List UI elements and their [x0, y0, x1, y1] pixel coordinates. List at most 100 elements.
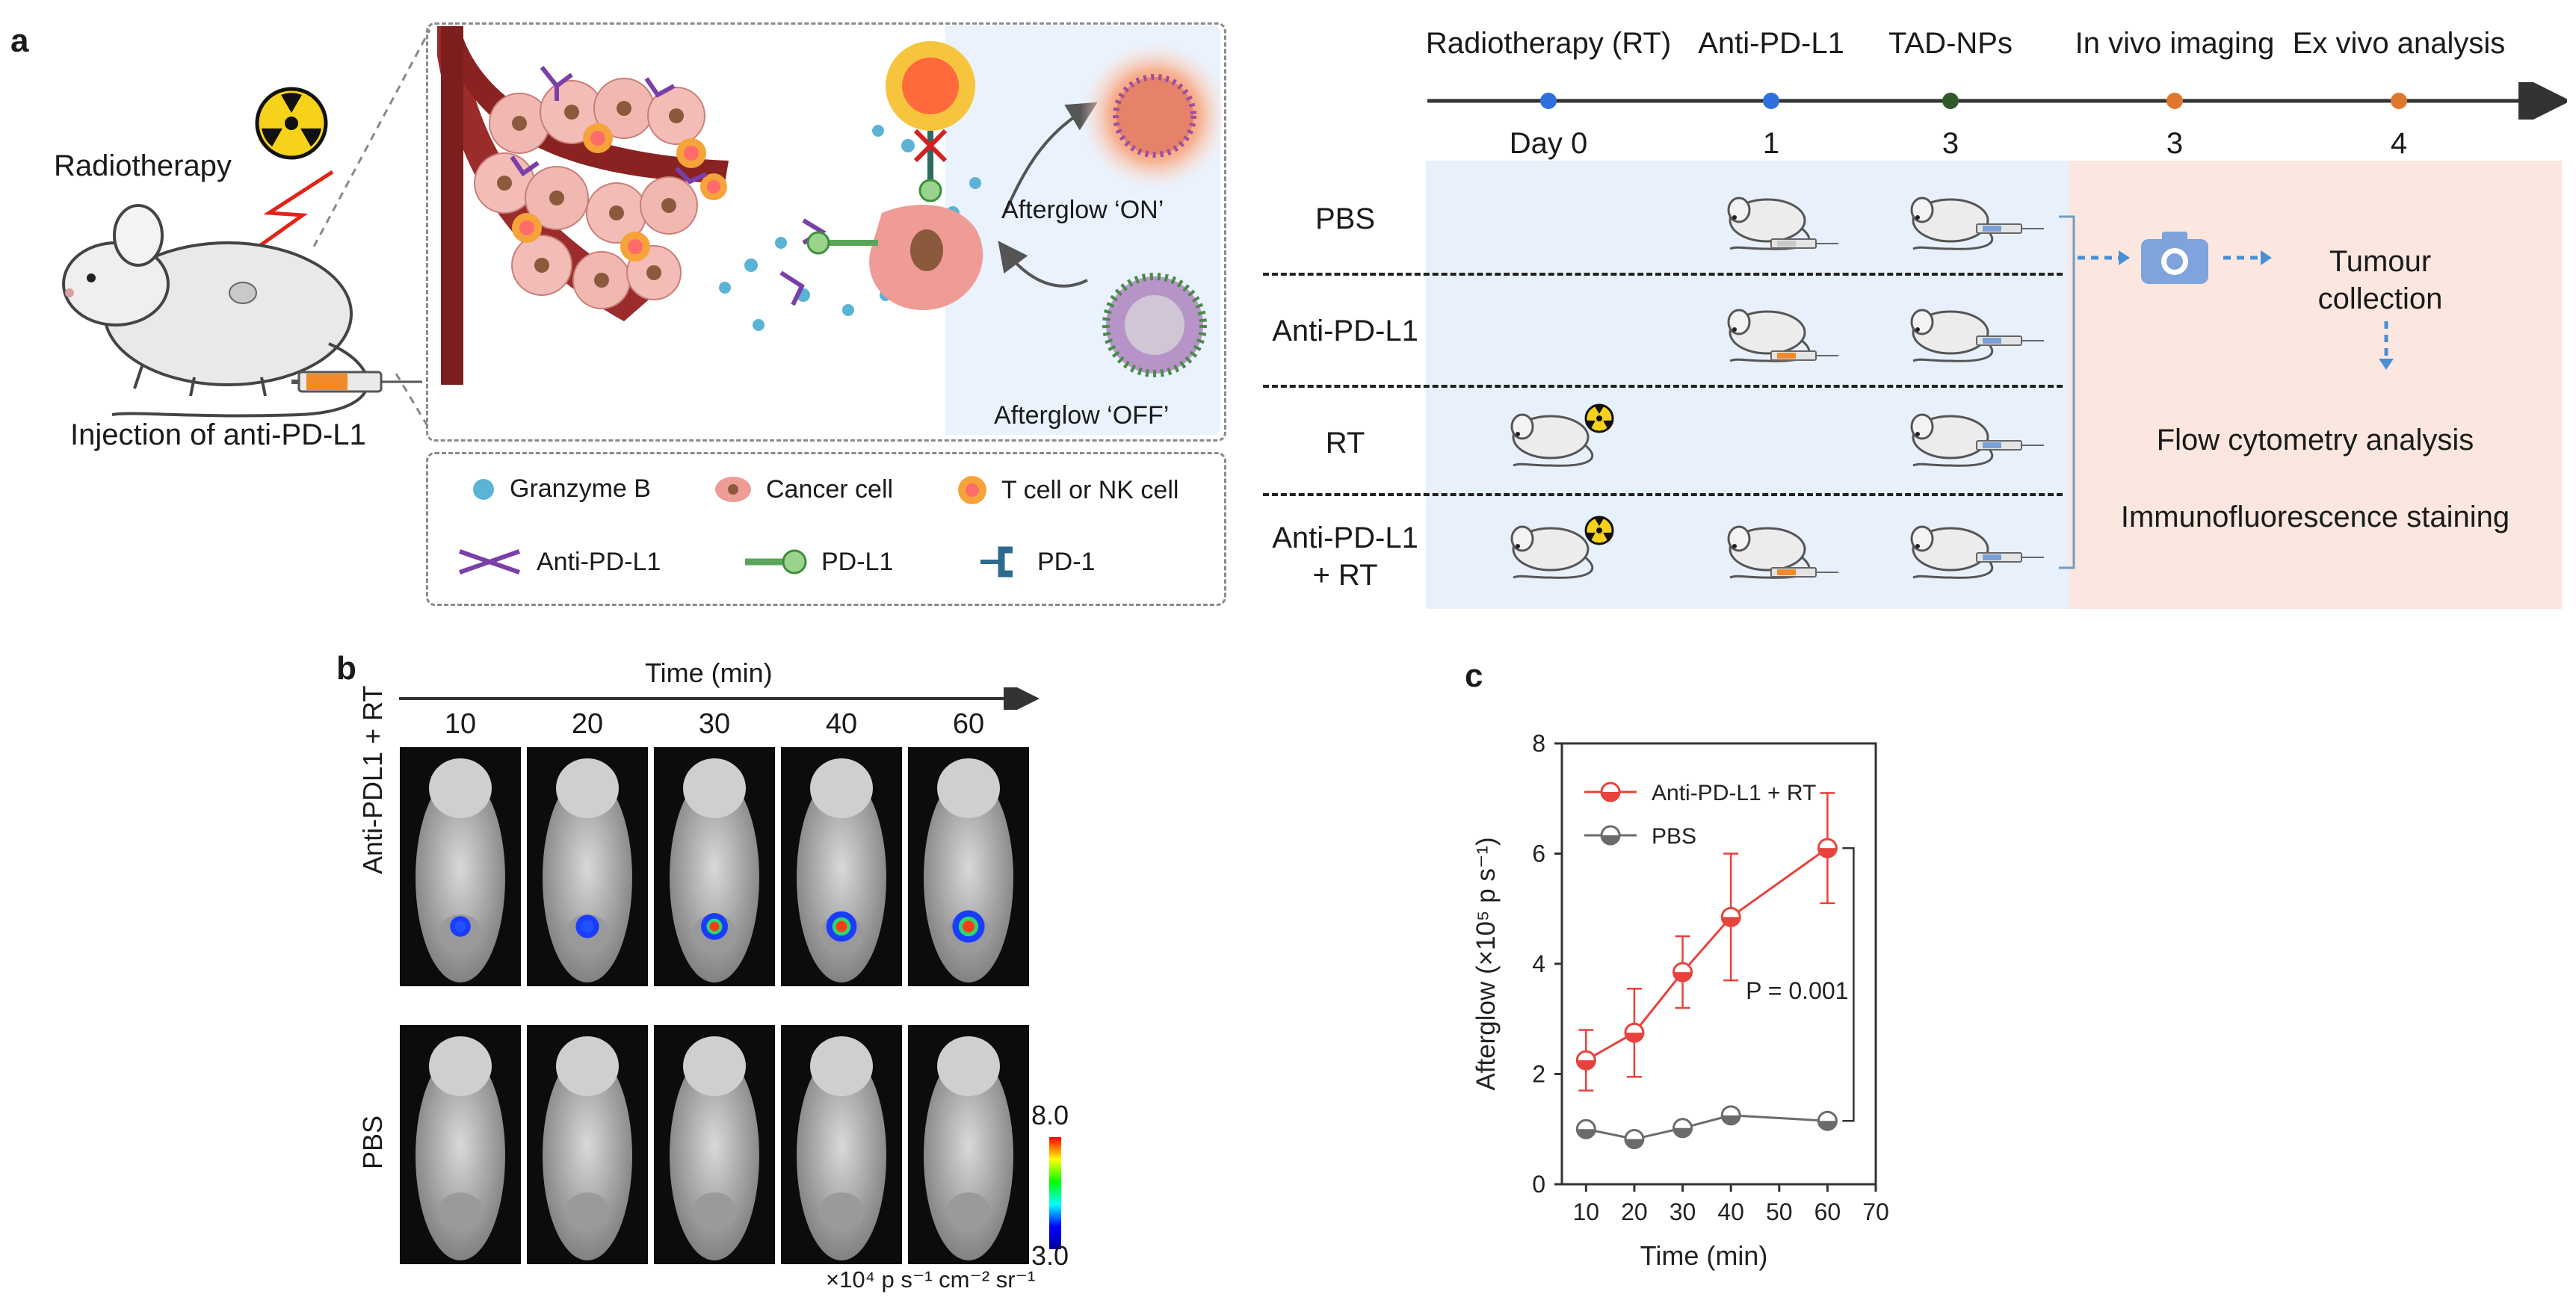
panel-label-c: c [1465, 657, 1483, 694]
syringe-icon [291, 371, 422, 393]
injection-label: Injection of anti-PD-L1 [70, 418, 366, 451]
timeline-event-label: Anti-PD-L1 [1698, 27, 1844, 60]
legend-label: Anti-PD-L1 + RT [1652, 781, 1816, 805]
timeline-day-label: 3 [1942, 127, 1959, 160]
afterglow-off-label: Afterglow ‘OFF’ [994, 401, 1170, 430]
x-tick-label: 70 [1862, 1198, 1889, 1225]
timeline-event-label: In vivo imaging [2075, 27, 2275, 60]
flow-cytometry-label: Flow cytometry analysis [2156, 424, 2474, 457]
x-axis-label: Time (min) [1640, 1240, 1768, 1271]
antibody-icon [459, 549, 520, 575]
series-line [1585, 847, 1829, 1062]
legend-cancer-cell: Cancer cell [714, 474, 893, 504]
x-tick-label: 60 [1814, 1198, 1841, 1225]
pbs-mouse-image [781, 1025, 902, 1264]
data-point-fill [1673, 1127, 1692, 1137]
pbs-mouse-image [527, 1025, 648, 1264]
afterglow-on-label: Afterglow ‘ON’ [1001, 196, 1164, 224]
x-tick-label: 50 [1766, 1198, 1793, 1225]
row-label-treated: Anti-PDL1 + RT [357, 685, 388, 874]
scale-unit-label: ×10⁴ p s⁻¹ cm⁻² sr⁻¹ [826, 1266, 1036, 1293]
row-divider [1263, 385, 2063, 388]
data-point-fill [1625, 1139, 1643, 1148]
data-point-fill [1722, 917, 1741, 926]
t-cell-icon [958, 476, 986, 504]
scale-min-label: 3.0 [1031, 1240, 1069, 1271]
immunofluorescence-label: Immunofluorescence staining [2120, 501, 2510, 533]
data-point-fill [1818, 848, 1837, 858]
row-divider [1263, 273, 2063, 276]
y-tick-label: 6 [1532, 841, 1545, 867]
pbs-mouse-image [908, 1025, 1029, 1264]
camera-icon [2141, 232, 2208, 284]
legend-pdl1: PD-L1 [744, 545, 893, 578]
timeline-dot [2391, 93, 2407, 109]
t-cell-group [512, 123, 727, 262]
row-label-pbs: PBS [357, 1115, 388, 1169]
pd1-icon [980, 546, 1013, 578]
group-pbs: PBS [1315, 202, 1376, 235]
timeline-dot [1763, 93, 1779, 109]
radiation-icon [255, 87, 328, 160]
timeline-day-label: 3 [2166, 127, 2184, 160]
treated-mouse-image [654, 747, 775, 986]
data-point-fill [1577, 1129, 1596, 1139]
x-tick-label: 30 [1670, 1198, 1696, 1225]
treated-mouse-image [908, 747, 1029, 986]
row-divider [1263, 493, 2063, 496]
timeline-day-label: 1 [1762, 127, 1780, 160]
treated-mouse-image [781, 747, 902, 986]
legend-marker-fill [1601, 835, 1619, 844]
data-point-fill [1577, 1060, 1596, 1070]
legend-anti-pdl1: Anti-PD-L1 [456, 545, 661, 578]
timeline-day-label: 4 [2390, 127, 2408, 160]
panel-label-a: a [10, 22, 29, 59]
x-tick-label: 20 [1621, 1198, 1648, 1225]
zoom-connector-lines [312, 29, 431, 430]
time-tick-label: 10 [444, 708, 477, 740]
time-tick-label: 60 [952, 708, 985, 740]
radiotherapy-label: Radiotherapy [54, 149, 232, 182]
timeline-event-label: Ex vivo analysis [2292, 27, 2506, 60]
time-tick-label: 40 [825, 708, 858, 740]
legend-t-cell: T cell or NK cell [957, 474, 1179, 506]
timeline-dot [1540, 93, 1557, 109]
y-tick-label: 4 [1532, 950, 1545, 977]
y-tick-label: 0 [1532, 1171, 1545, 1198]
tumour-microenvironment-box [426, 22, 1226, 442]
data-point-fill [1625, 1033, 1643, 1042]
scale-max-label: 8.0 [1031, 1100, 1069, 1130]
mouse-radiotherapy-illustration [62, 87, 369, 418]
mouse-icon [62, 204, 369, 418]
analysis-pink-area [2069, 161, 2562, 609]
series-line [1586, 1114, 1828, 1141]
tumour-collection-label: Tumour collection [2317, 245, 2443, 315]
legend-granzyme: Granzyme B [471, 474, 651, 504]
x-tick-label: 40 [1717, 1198, 1744, 1225]
tumour-illustration [437, 26, 1222, 385]
data-point-fill [1722, 1115, 1741, 1124]
legend-pd1: PD-1 [979, 545, 1095, 578]
pbs-mouse-image [654, 1025, 775, 1264]
time-axis-label: Time (min) [645, 657, 773, 688]
pbs-mouse-image [400, 1025, 521, 1264]
schematic-legend-box [426, 452, 1226, 606]
legend-marker-fill [1601, 792, 1619, 801]
y-tick-label: 8 [1532, 732, 1545, 757]
timeline-event-label: TAD-NPs [1888, 27, 2013, 60]
timeline-dot [2166, 93, 2183, 109]
legend-label: PBS [1652, 824, 1696, 849]
group-rt: RT [1325, 427, 1365, 459]
timeline-axis [1427, 82, 2567, 120]
treated-mouse-image [527, 747, 648, 986]
antibody-icons [510, 66, 827, 306]
treated-mouse-image [400, 747, 521, 986]
time-arrow [399, 687, 1039, 710]
timeline-dot [1942, 93, 1959, 109]
group-combo: Anti-PD-L1 + RT [1272, 522, 1418, 592]
timeline-day-label: Day 0 [1509, 127, 1588, 160]
data-point-fill [1673, 972, 1692, 982]
cancer-cell-cluster [474, 78, 705, 309]
time-tick-label: 20 [571, 708, 604, 740]
p-value-annotation: P = 0.001 [1746, 977, 1848, 1004]
